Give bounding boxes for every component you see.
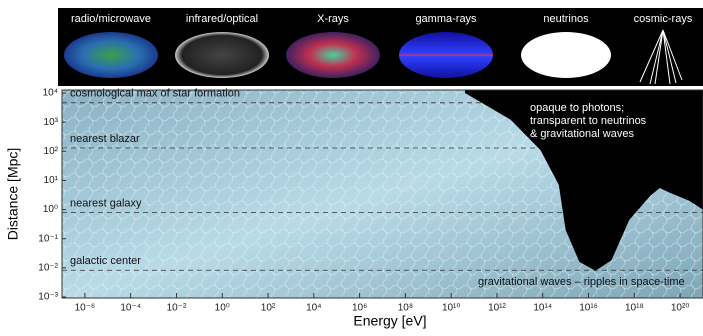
y-axis-label: Distance [Mpc]	[5, 148, 21, 241]
x-tick-label: 10⁻⁶	[75, 303, 96, 314]
reference-label: nearest blazar	[70, 133, 140, 145]
annotation: transparent to neutrinos	[530, 115, 647, 127]
annotation: gravitational waves – ripples in space-t…	[478, 276, 685, 288]
x-tick-label: 10⁴	[306, 303, 321, 314]
sky-map	[399, 32, 493, 78]
sky-map	[286, 32, 380, 78]
y-tick-label: 10³	[44, 117, 59, 128]
sky-map	[64, 32, 158, 78]
x-tick-label: 10²	[261, 303, 276, 314]
x-tick-label: 10¹⁰	[442, 303, 460, 314]
x-axis-label: Energy [eV]	[353, 313, 426, 329]
panel-label: gamma-rays	[415, 13, 477, 25]
x-tick-label: 10⁰	[215, 303, 230, 314]
sky-map	[175, 32, 269, 78]
x-tick-label: 10¹⁶	[579, 303, 598, 314]
sky-map	[521, 32, 611, 78]
panel-label: neutrinos	[543, 13, 589, 25]
annotation: opaque to photons;	[530, 102, 624, 114]
y-tick-label: 10⁻³	[38, 292, 58, 303]
y-tick-label: 10¹	[44, 175, 59, 186]
chart: cosmological max of star formationneares…	[0, 0, 703, 331]
x-tick-label: 10¹²	[488, 303, 506, 314]
x-tick-label: 10⁻⁴	[120, 303, 141, 314]
panel-label: infrared/optical	[186, 13, 258, 25]
reference-label: galactic center	[70, 255, 141, 267]
page: cosmological max of star formationneares…	[0, 0, 703, 336]
y-tick-label: 10⁰	[43, 204, 58, 215]
x-tick-label: 10⁶	[352, 303, 367, 314]
panel-label: X-rays	[317, 13, 349, 25]
x-tick-label: 10⁸	[398, 303, 413, 314]
x-tick-label: 10¹⁴	[533, 303, 552, 314]
y-tick-label: 10²	[44, 146, 59, 157]
y-tick-label: 10⁻¹	[38, 233, 58, 244]
x-tick-label: 10¹⁸	[625, 303, 644, 314]
panel-label: radio/microwave	[71, 13, 151, 25]
y-tick-label: 10⁻²	[38, 262, 58, 273]
x-tick-label: 10⁻²	[167, 303, 187, 314]
panel-label: cosmic-rays	[634, 13, 693, 25]
x-tick-label: 10²⁰	[671, 303, 689, 314]
annotation: & gravitational waves	[530, 128, 634, 140]
y-tick-label: 10⁴	[43, 88, 58, 99]
reference-label: nearest galaxy	[70, 197, 142, 209]
